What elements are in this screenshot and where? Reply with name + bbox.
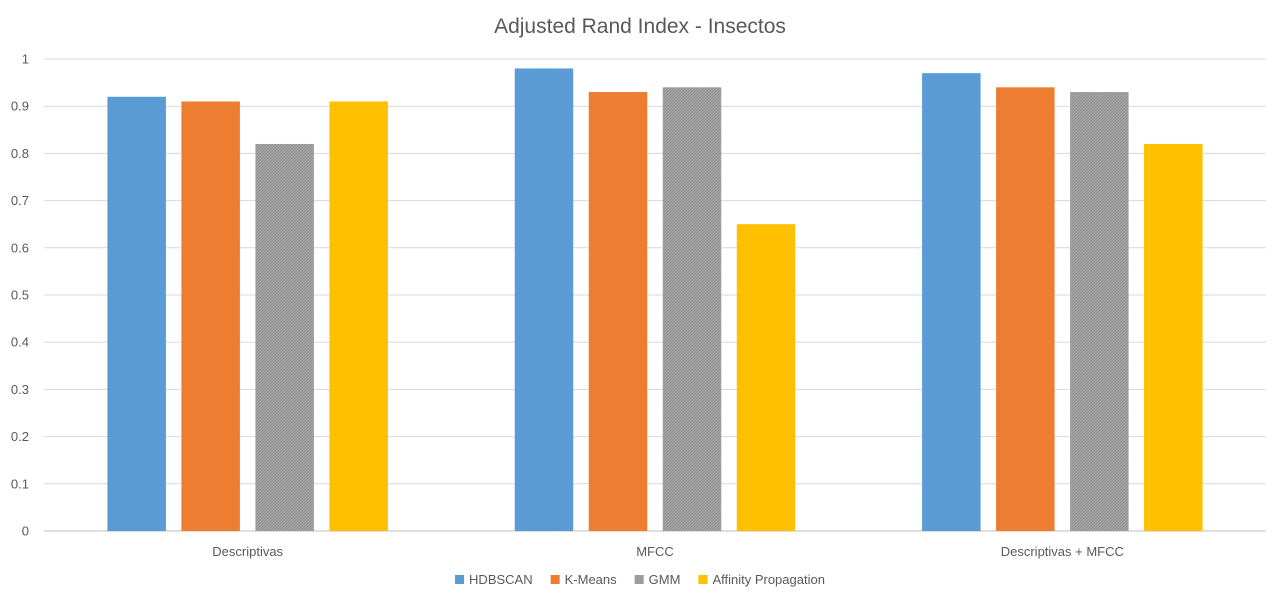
y-tick-label: 0.5 xyxy=(11,288,29,303)
legend-item-gmm: GMM xyxy=(634,572,681,587)
y-tick-label: 0.3 xyxy=(11,382,29,397)
legend-swatch xyxy=(455,575,465,584)
x-category-label: MFCC xyxy=(636,544,674,559)
y-tick-label: 0.2 xyxy=(11,429,29,444)
bar-k-means-2 xyxy=(996,87,1055,531)
legend-label: K-Means xyxy=(565,572,618,587)
legend-label: GMM xyxy=(649,572,681,587)
y-tick-label: 1 xyxy=(22,52,29,67)
bar-affinity-propagation-0 xyxy=(329,101,388,531)
legend-swatch xyxy=(550,575,560,584)
x-category-label: Descriptivas xyxy=(212,544,283,559)
bars xyxy=(107,68,1203,531)
y-axis-ticks: 0 0.1 0.2 0.3 0.4 0.5 0.6 0.7 0.8 0.9 1 xyxy=(11,52,29,539)
legend-swatch xyxy=(698,575,708,584)
y-tick-label: 0.1 xyxy=(11,476,29,491)
y-tick-label: 0.4 xyxy=(11,335,29,350)
bar-gmm-2 xyxy=(1070,92,1129,531)
y-tick-label: 0.6 xyxy=(11,240,29,255)
bar-hdbscan-2 xyxy=(922,73,981,531)
bar-gmm-0 xyxy=(255,143,314,531)
legend: HDBSCAN K-Means GMM Affinity Propagation xyxy=(455,572,825,587)
x-category-label: Descriptivas + MFCC xyxy=(1001,544,1124,559)
y-tick-label: 0.7 xyxy=(11,193,29,208)
bar-k-means-1 xyxy=(588,92,648,531)
y-tick-label: 0.9 xyxy=(11,99,29,114)
legend-item-k-means: K-Means xyxy=(550,572,618,587)
bar-k-means-0 xyxy=(181,101,240,531)
legend-swatch xyxy=(634,575,644,584)
legend-item-hdbscan: HDBSCAN xyxy=(455,572,533,587)
bar-hdbscan-1 xyxy=(514,68,574,531)
legend-label: HDBSCAN xyxy=(469,572,533,587)
bar-gmm-1 xyxy=(662,87,722,531)
legend-item-affinity-propagation: Affinity Propagation xyxy=(698,572,825,587)
y-tick-label: 0.8 xyxy=(11,146,29,161)
y-tick-label: 0 xyxy=(22,524,29,539)
bar-affinity-propagation-2 xyxy=(1144,143,1203,531)
bar-affinity-propagation-1 xyxy=(736,224,796,531)
x-axis-categories: Descriptivas MFCC Descriptivas + MFCC xyxy=(212,544,1124,559)
chart-title: Adjusted Rand Index - Insectos xyxy=(494,15,786,38)
gridlines xyxy=(44,58,1266,532)
legend-label: Affinity Propagation xyxy=(712,572,825,587)
bar-hdbscan-0 xyxy=(107,96,166,531)
